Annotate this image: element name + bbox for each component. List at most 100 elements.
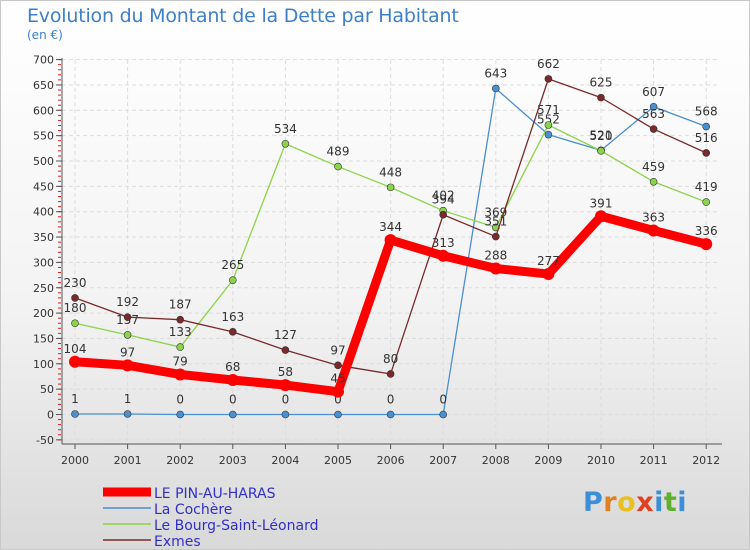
data-label: 363 — [642, 210, 665, 224]
data-point — [229, 410, 237, 419]
data-point — [597, 93, 605, 102]
x-tick-label: 2000 — [61, 454, 89, 467]
data-label: 265 — [221, 258, 244, 272]
data-label: 552 — [537, 113, 560, 127]
data-label: 419 — [695, 180, 718, 194]
data-point — [491, 84, 500, 93]
data-point — [702, 149, 711, 157]
data-label: 336 — [695, 224, 718, 238]
data-point — [649, 177, 658, 186]
logo-letter: o — [617, 487, 637, 518]
data-point — [386, 370, 395, 378]
data-label: 192 — [116, 295, 139, 309]
data-label: 662 — [537, 57, 560, 71]
x-tick-label: 2009 — [534, 454, 562, 467]
data-point — [229, 328, 237, 336]
data-point — [647, 224, 660, 237]
data-point — [71, 319, 79, 328]
data-point — [281, 410, 290, 419]
data-label: 607 — [642, 85, 665, 99]
data-point — [334, 361, 342, 370]
data-point — [544, 75, 553, 83]
data-point — [544, 130, 553, 139]
data-label: 80 — [383, 352, 398, 366]
data-label: 313 — [432, 236, 455, 250]
data-point — [123, 410, 132, 418]
logo-letter: t — [663, 487, 678, 518]
y-tick-label: -50 — [36, 434, 54, 447]
data-point — [597, 147, 605, 155]
chart-subtitle: (en €) — [27, 28, 63, 42]
data-point — [279, 379, 292, 392]
proxiti-logo: Proxiti — [583, 487, 687, 518]
data-label: 394 — [432, 193, 455, 207]
y-tick-label: 650 — [33, 79, 54, 92]
data-label: 0 — [282, 393, 290, 407]
legend-label: Le Bourg-Saint-Léonard — [154, 518, 318, 534]
data-point — [544, 121, 553, 129]
data-label: 0 — [387, 393, 395, 407]
data-label: 79 — [173, 354, 188, 368]
data-label: 104 — [64, 342, 87, 356]
logo-letter: x — [636, 487, 655, 518]
data-label: 369 — [484, 205, 507, 219]
data-label: 68 — [225, 360, 240, 374]
y-tick-label: 700 — [33, 54, 54, 67]
x-tick-label: 2011 — [640, 454, 668, 467]
y-tick-label: 550 — [33, 130, 54, 143]
legend-label: Exmes — [154, 534, 201, 550]
data-point — [386, 183, 395, 192]
data-point — [439, 410, 448, 419]
y-tick-label: 200 — [33, 307, 54, 320]
data-point — [71, 410, 79, 418]
data-point — [176, 410, 184, 419]
y-tick-label: 400 — [33, 206, 54, 219]
x-tick-label: 2004 — [271, 454, 299, 467]
data-point — [649, 125, 658, 133]
data-point — [702, 122, 711, 131]
data-label: 187 — [169, 298, 192, 312]
data-point — [437, 249, 450, 262]
data-point — [542, 268, 555, 281]
data-point — [176, 315, 184, 324]
y-tick-label: 50 — [40, 383, 54, 396]
x-tick-label: 2002 — [166, 454, 194, 467]
data-point — [123, 331, 132, 339]
y-tick-label: 0 — [47, 409, 54, 422]
y-tick-label: 450 — [33, 180, 54, 193]
y-tick-label: 500 — [33, 155, 54, 168]
x-tick-label: 2001 — [114, 454, 142, 467]
data-label: 568 — [695, 105, 718, 119]
data-label: 516 — [695, 131, 718, 145]
data-point — [384, 234, 397, 247]
logo-letter: i — [654, 487, 664, 518]
data-label: 97 — [120, 345, 135, 359]
chart-title: Evolution du Montant de la Dette par Hab… — [27, 5, 459, 27]
data-label: 448 — [379, 165, 402, 179]
data-point — [281, 346, 290, 354]
y-tick-label: 350 — [33, 231, 54, 244]
data-label: 1 — [124, 392, 132, 406]
data-label: 45 — [330, 372, 345, 386]
data-label: 58 — [278, 365, 293, 379]
data-point — [174, 368, 187, 381]
data-point — [229, 276, 237, 284]
data-label: 97 — [330, 343, 345, 357]
data-label: 351 — [484, 215, 507, 229]
data-label: 288 — [484, 248, 507, 262]
x-tick-label: 2007 — [429, 454, 457, 467]
data-point — [439, 210, 448, 219]
data-label: 0 — [439, 393, 447, 407]
data-point — [491, 232, 500, 241]
data-label: 230 — [64, 276, 87, 290]
data-label: 133 — [169, 325, 192, 339]
data-point — [123, 313, 132, 321]
x-tick-label: 2012 — [692, 454, 720, 467]
data-point — [334, 162, 342, 171]
data-point — [702, 198, 711, 206]
data-label: 0 — [176, 393, 184, 407]
x-tick-label: 2006 — [377, 454, 405, 467]
data-label: 571 — [537, 103, 560, 117]
data-point — [71, 294, 79, 302]
